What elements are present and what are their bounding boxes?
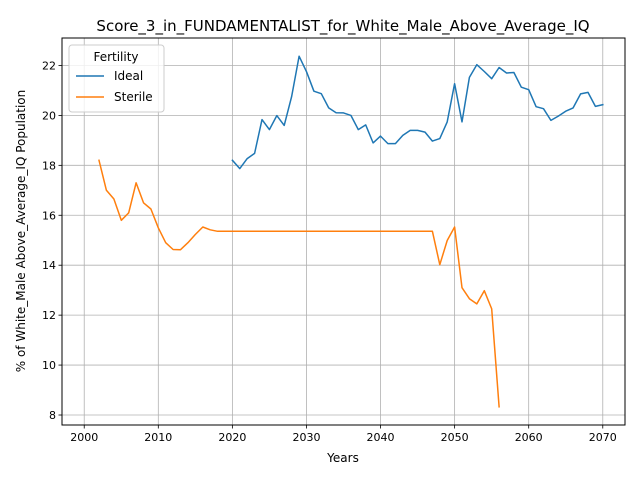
y-tick-label: 12 bbox=[42, 309, 56, 322]
x-tick-label: 2010 bbox=[144, 431, 172, 444]
x-tick-label: 2040 bbox=[367, 431, 395, 444]
y-tick-label: 8 bbox=[49, 409, 56, 422]
series-line-sterile bbox=[98, 159, 500, 408]
series-lines bbox=[98, 55, 604, 408]
legend-title: Fertility bbox=[93, 50, 138, 64]
legend-label-sterile: Sterile bbox=[114, 90, 153, 104]
x-tick-label: 2030 bbox=[292, 431, 320, 444]
plot-frame bbox=[61, 37, 626, 426]
y-tick-label: 16 bbox=[42, 209, 56, 222]
x-tick-label: 2000 bbox=[70, 431, 98, 444]
x-tick-label: 2020 bbox=[218, 431, 246, 444]
legend-box bbox=[68, 44, 165, 113]
x-tick-label: 2050 bbox=[441, 431, 469, 444]
y-tick-label: 18 bbox=[42, 159, 56, 172]
y-tick-label: 14 bbox=[42, 259, 56, 272]
chart-title: Score_3_in_FUNDAMENTALIST_for_White_Male… bbox=[96, 17, 589, 36]
y-tick-label: 22 bbox=[42, 59, 56, 72]
x-axis-label: Years bbox=[326, 451, 359, 465]
legend-label-ideal: Ideal bbox=[114, 69, 143, 83]
x-tick-label: 2070 bbox=[589, 431, 617, 444]
y-axis-ticks: 8 10 12 14 16 18 20 22 bbox=[42, 59, 62, 422]
legend: Fertility Ideal Sterile bbox=[68, 44, 165, 113]
y-tick-label: 20 bbox=[42, 109, 56, 122]
x-tick-label: 2060 bbox=[515, 431, 543, 444]
series-line-ideal bbox=[231, 55, 604, 170]
y-axis-label: % of White_Male Above_Average_IQ Populat… bbox=[14, 90, 28, 373]
y-tick-label: 10 bbox=[42, 359, 56, 372]
x-axis-ticks: 2000 2010 2020 2030 2040 2050 2060 2070 bbox=[70, 425, 617, 444]
grid-lines bbox=[62, 38, 625, 425]
